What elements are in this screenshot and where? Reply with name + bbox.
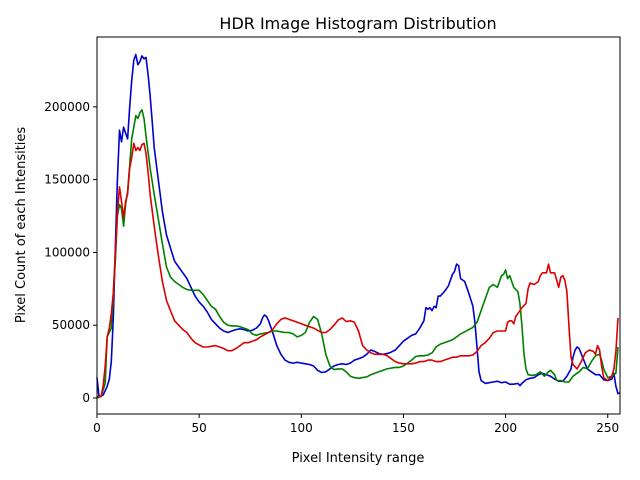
- x-axis-ticks: 0 50 100 150 200 250: [93, 414, 619, 435]
- x-tick-label: 250: [596, 421, 619, 435]
- series-line-2: [97, 142, 619, 398]
- chart-title: HDR Image Histogram Distribution: [219, 14, 496, 33]
- x-tick-label: 0: [93, 421, 101, 435]
- series-line-0: [96, 53, 621, 398]
- x-tick-label: 50: [192, 421, 207, 435]
- y-axis-label: Pixel Count of each Intensities: [14, 127, 29, 324]
- x-axis-label: Pixel Intensity range: [292, 451, 425, 466]
- series-layer: [96, 53, 621, 399]
- series-line-1: [96, 109, 619, 399]
- y-tick-label: 0: [82, 391, 90, 405]
- y-tick-label: 150000: [44, 173, 90, 187]
- y-tick-label: 50000: [52, 318, 90, 332]
- y-tick-label: 200000: [44, 100, 90, 114]
- x-tick-label: 150: [392, 421, 415, 435]
- x-tick-label: 200: [494, 421, 517, 435]
- x-tick-label: 100: [290, 421, 313, 435]
- y-tick-label: 100000: [44, 245, 90, 259]
- y-axis-ticks: 0 50000 100000 150000 200000: [44, 100, 97, 405]
- plot-area-frame: [96, 36, 621, 415]
